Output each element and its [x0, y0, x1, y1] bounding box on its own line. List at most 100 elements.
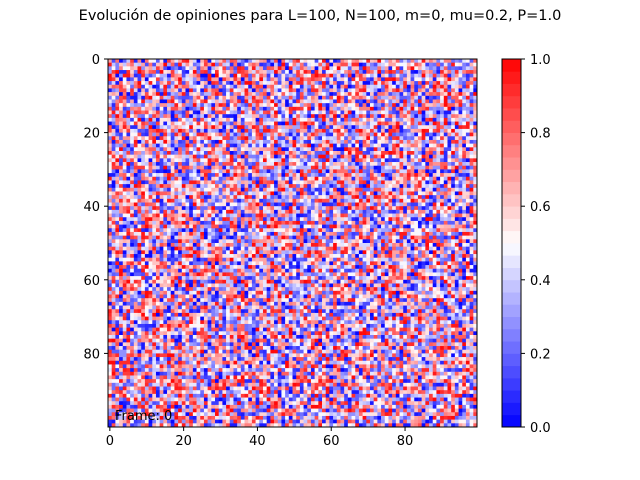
heatmap-cell — [469, 231, 474, 236]
heatmap-cell — [115, 154, 120, 159]
heatmap-cell — [148, 184, 153, 189]
heatmap-cell — [443, 103, 448, 108]
heatmap-cell — [303, 106, 308, 111]
heatmap-cell — [443, 92, 448, 97]
heatmap-cell — [322, 143, 327, 148]
heatmap-cell — [240, 195, 245, 200]
heatmap-cell — [108, 125, 112, 130]
heatmap-cell — [111, 59, 116, 63]
heatmap-cell — [351, 213, 356, 218]
heatmap-cell — [196, 128, 201, 133]
heatmap-cell — [425, 235, 430, 240]
heatmap-cell — [211, 228, 216, 233]
heatmap-cell — [322, 184, 327, 189]
heatmap-cell — [233, 158, 238, 163]
heatmap-cell — [432, 143, 437, 148]
heatmap-cell — [152, 70, 157, 75]
heatmap-cell — [233, 62, 238, 67]
heatmap-cell — [259, 184, 264, 189]
heatmap-cell — [381, 110, 386, 115]
heatmap-cell — [377, 66, 382, 71]
heatmap-cell — [248, 59, 253, 63]
heatmap-cell — [406, 206, 411, 211]
heatmap-cell — [111, 224, 116, 229]
heatmap-cell — [373, 217, 378, 222]
heatmap-cell — [395, 128, 400, 133]
heatmap-cell — [211, 151, 216, 155]
heatmap-cell — [185, 103, 190, 108]
heatmap-cell — [432, 184, 437, 189]
heatmap-cell — [384, 184, 389, 189]
heatmap-cell — [432, 198, 437, 203]
heatmap-cell — [207, 136, 212, 141]
heatmap-cell — [462, 202, 467, 207]
heatmap-cell — [462, 213, 467, 218]
heatmap-cell — [152, 180, 157, 185]
heatmap-cell — [277, 77, 282, 82]
heatmap-cell — [454, 231, 459, 236]
heatmap-cell — [133, 62, 138, 67]
heatmap-cell — [417, 195, 422, 200]
heatmap-cell — [266, 154, 271, 159]
heatmap-cell — [307, 202, 312, 207]
heatmap-cell — [126, 202, 131, 207]
heatmap-cell — [388, 95, 393, 100]
heatmap-cell — [340, 128, 345, 133]
heatmap-cell — [196, 136, 201, 141]
heatmap-cell — [248, 224, 253, 229]
heatmap-cell — [266, 187, 271, 192]
heatmap-cell — [314, 125, 319, 130]
heatmap-cell — [170, 66, 175, 71]
heatmap-cell — [369, 70, 374, 75]
heatmap-cell — [462, 128, 467, 133]
heatmap-cell — [314, 139, 319, 144]
heatmap-cell — [429, 125, 434, 130]
heatmap-cell — [454, 84, 459, 89]
heatmap-cell — [454, 62, 459, 67]
heatmap-cell — [281, 99, 286, 104]
heatmap-cell — [417, 73, 422, 78]
heatmap-cell — [377, 195, 382, 200]
heatmap-cell — [296, 224, 301, 229]
heatmap-cell — [196, 103, 201, 108]
heatmap-cell — [152, 228, 157, 233]
heatmap-cell — [303, 136, 308, 141]
heatmap-cell — [347, 139, 352, 144]
heatmap-cell — [111, 99, 116, 104]
heatmap-cell — [406, 139, 411, 144]
heatmap-cell — [322, 121, 327, 126]
heatmap-cell — [292, 132, 297, 137]
heatmap-cell — [314, 235, 319, 240]
heatmap-cell — [167, 173, 172, 178]
heatmap-cell — [122, 110, 127, 115]
heatmap-cell — [229, 81, 234, 86]
heatmap-cell — [189, 92, 194, 97]
heatmap-cell — [203, 169, 208, 174]
heatmap-cell — [274, 217, 279, 222]
heatmap-cell — [174, 202, 179, 207]
heatmap-cell — [130, 103, 135, 108]
heatmap-cell — [421, 162, 426, 167]
heatmap-cell — [355, 239, 360, 244]
heatmap-cell — [406, 195, 411, 200]
heatmap-cell — [255, 92, 260, 97]
heatmap-cell — [281, 162, 286, 167]
heatmap-cell — [314, 59, 319, 63]
heatmap-cell — [310, 239, 315, 244]
heatmap-cell — [318, 206, 323, 211]
heatmap-cell — [266, 121, 271, 126]
heatmap-cell — [432, 239, 437, 244]
heatmap-cell — [108, 239, 112, 244]
heatmap-cell — [310, 136, 315, 141]
heatmap-cell — [388, 162, 393, 167]
heatmap-cell — [425, 125, 430, 130]
heatmap-cell — [377, 184, 382, 189]
heatmap-cell — [336, 184, 341, 189]
heatmap-cell — [240, 228, 245, 233]
heatmap-cell — [307, 220, 312, 225]
heatmap-cell — [432, 103, 437, 108]
heatmap-cell — [340, 220, 345, 225]
heatmap-cell — [436, 176, 441, 181]
heatmap-cell — [130, 143, 135, 148]
heatmap-cell — [200, 95, 205, 100]
